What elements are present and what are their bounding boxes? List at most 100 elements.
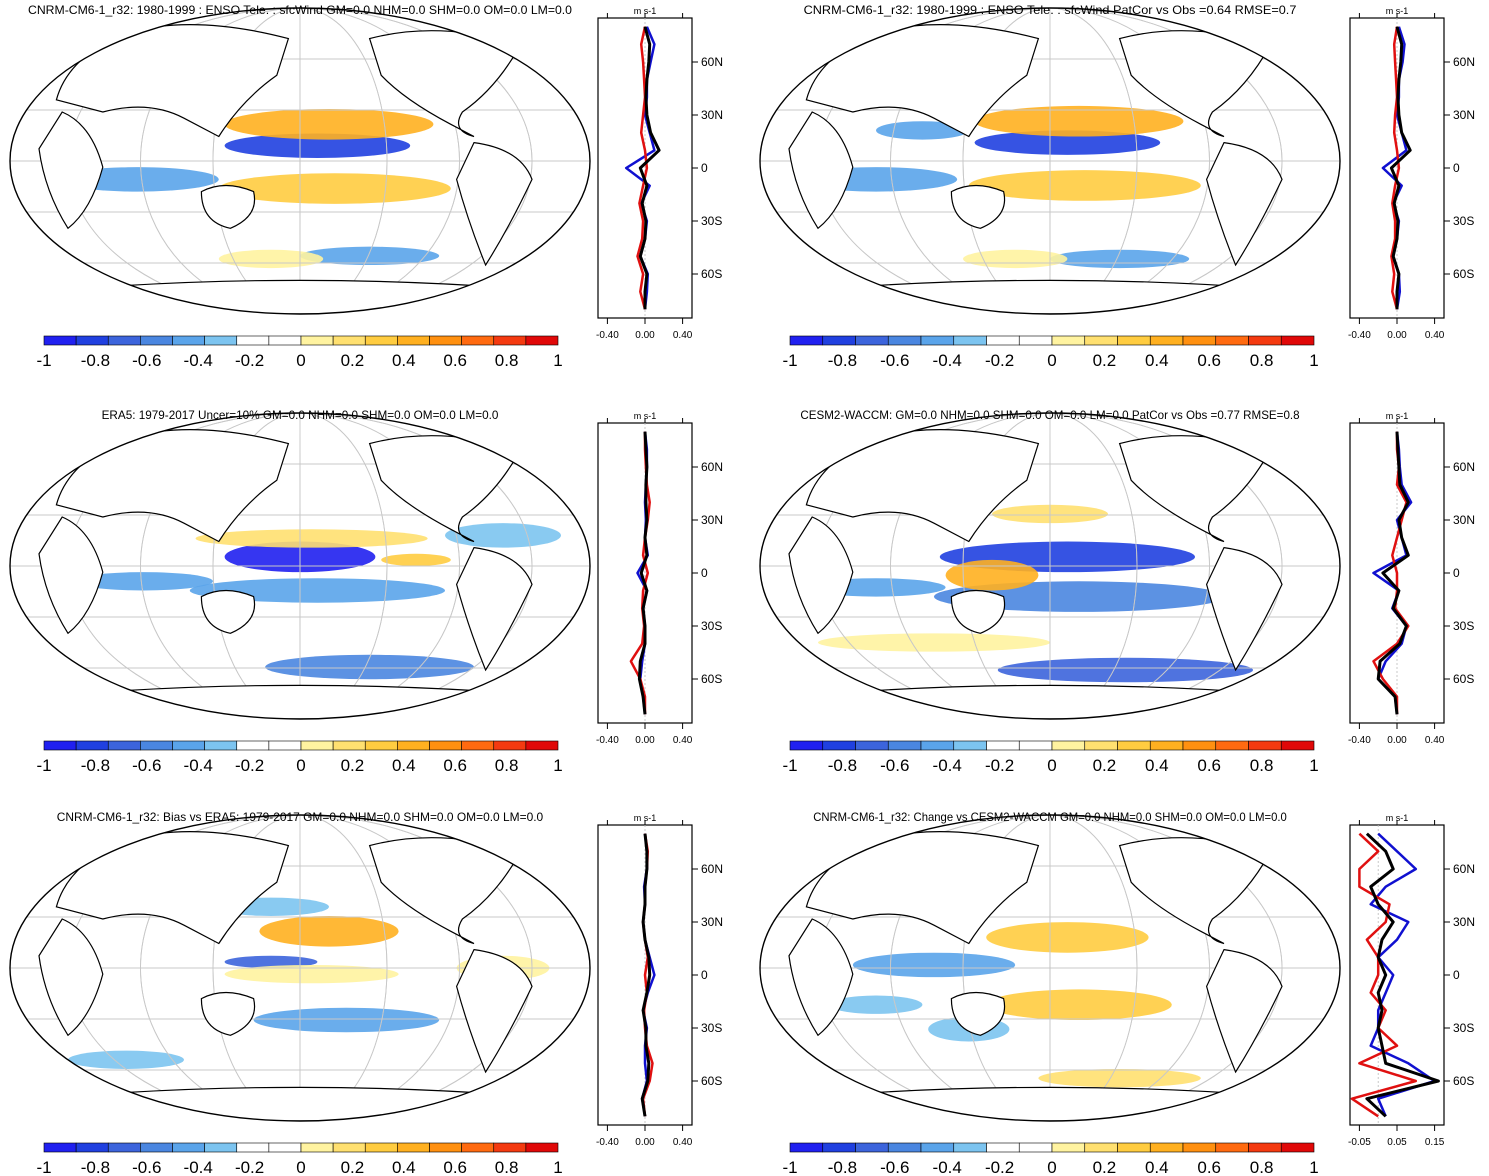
meridian-line (962, 815, 1138, 1121)
anomaly-region-4 (1038, 1068, 1201, 1088)
anomaly-region-5 (1050, 249, 1190, 269)
colorbar-swatch (43, 740, 77, 751)
lat-tick-label: 0 (701, 161, 708, 175)
colorbar-2: -1 -0.8 -0.6 -0.4 -0.2 0 0.2 0.4 0.6 0.8 1 (782, 335, 1319, 370)
colorbar-tick-label: 0.6 (1197, 756, 1221, 775)
colorbar-tick-label: 1 (553, 1158, 562, 1176)
profile-units: m s-1 (634, 6, 657, 16)
colorbar-tick-label: 0.2 (1093, 756, 1117, 775)
colorbar-tick-label: 0.8 (1250, 1158, 1274, 1176)
colorbar-swatch (920, 1142, 955, 1153)
continent-outline-3 (950, 991, 1006, 1036)
colorbar-tick-label: -0.6 (880, 1158, 909, 1176)
profile-x-tick-label: -0.40 (1348, 330, 1371, 341)
colorbar-swatch (107, 335, 141, 346)
profile-x-tick-label: 0.00 (635, 735, 655, 746)
colorbar-tick-label: 0.2 (341, 756, 365, 775)
colorbar-tick-label: -0.2 (235, 756, 264, 775)
zonal-profile-2: m s-1 60N 30N 0 30S 60S -0.40 0.00 0.40 (1348, 6, 1475, 341)
colorbar-tick-label: 1 (553, 756, 562, 775)
colorbar-swatch (1182, 335, 1217, 346)
colorbar-swatch (1280, 335, 1315, 346)
continent-outline-2 (38, 111, 104, 230)
colorbar-swatch (789, 740, 824, 751)
colorbar-swatch (300, 335, 334, 346)
profile-units: m s-1 (634, 411, 657, 421)
anomaly-region-4 (253, 1007, 440, 1033)
anomaly-region-2 (224, 955, 318, 968)
colorbar-tick-label: 0.4 (1145, 756, 1169, 775)
lat-tick-label: 0 (1453, 161, 1460, 175)
colorbar-swatch (236, 740, 270, 751)
panel-title: CNRM-CM6-1_r32: 1980-1999 : ENSO Tele. :… (804, 3, 1297, 17)
meridian-line (962, 8, 1138, 314)
colorbar-swatch (1149, 740, 1184, 751)
meridian-line (140, 8, 460, 314)
colorbar-swatch (107, 1142, 141, 1153)
anomaly-region-3 (968, 170, 1201, 201)
colorbar-tick-label: 0.4 (1145, 351, 1169, 370)
continent-outline-5 (455, 141, 533, 267)
colorbar-tick-label: -0.2 (235, 1158, 264, 1176)
colorbar-tick-label: 0.8 (1250, 756, 1274, 775)
colorbar-swatch (268, 335, 302, 346)
colorbar-tick-label: -0.8 (828, 756, 857, 775)
profile-x-tick-label: 0.40 (673, 330, 693, 341)
profile-line-multi (638, 26, 661, 310)
colorbar-tick-label: 0 (296, 1158, 305, 1176)
colorbar-tick-label: 0 (296, 756, 305, 775)
colorbar-swatch (397, 335, 430, 346)
colorbar-swatch (1051, 740, 1086, 751)
colorbar-tick-label: 0.6 (443, 351, 467, 370)
map-1 (10, 8, 590, 314)
profile-x-tick-label: 0.00 (635, 1137, 655, 1148)
colorbar-swatch (1149, 335, 1184, 346)
anomaly-region-2 (224, 108, 434, 140)
colorbar-swatch (1117, 740, 1151, 751)
colorbar-swatch (140, 1142, 173, 1153)
lat-tick-label: 30S (1453, 214, 1474, 228)
colorbar-swatch (1149, 1142, 1184, 1153)
lat-tick-label: 30N (701, 108, 723, 122)
anomaly-region-3 (997, 657, 1253, 683)
colorbar-swatch (986, 740, 1020, 751)
colorbar-swatch (236, 335, 270, 346)
continent-outline-6 (67, 1086, 533, 1121)
colorbar-tick-label: -0.6 (132, 1158, 161, 1176)
colorbar-swatch (822, 740, 856, 751)
continent-outline-6 (817, 684, 1283, 719)
map-border (759, 7, 1341, 315)
lat-tick-label: 0 (701, 566, 708, 580)
colorbar-swatch (525, 335, 559, 346)
zonal-profile-1: m s-1 60N 30N 0 30S 60S -0.40 0.00 0.40 (596, 6, 723, 341)
colorbar-swatch (332, 740, 366, 751)
panel-title: CNRM-CM6-1_r32: Change vs CESM2-WACCM GM… (813, 810, 1287, 824)
anomaly-region-6 (218, 249, 324, 269)
colorbar-tick-label: -0.4 (933, 351, 962, 370)
meridian-line (212, 815, 388, 1121)
panel-title: ERA5: 1979-2017 Uncer=10% GM=0.0 NHM=0.0… (102, 408, 499, 422)
continent-outline-6 (817, 1086, 1283, 1121)
panel-title: CNRM-CM6-1_r32: Bias vs ERA5: 1979-2017 … (57, 810, 544, 824)
profile-x-tick-label: -0.40 (596, 735, 619, 746)
colorbar-tick-label: 0 (1047, 756, 1056, 775)
colorbar-tick-label: -0.8 (81, 756, 110, 775)
panel-2: CNRM-CM6-1_r32: 1980-1999 : ENSO Tele. :… (759, 3, 1475, 370)
meridian-line (212, 8, 388, 314)
map-border (9, 412, 591, 720)
profile-line-multi (637, 431, 649, 715)
profile-x-tick-label: 0.40 (673, 1137, 693, 1148)
anomaly-region-4 (945, 559, 1039, 591)
colorbar-swatch (75, 740, 109, 751)
profile-x-tick-label: -0.40 (596, 1137, 619, 1148)
colorbar-tick-label: -1 (36, 1158, 51, 1176)
colorbar-swatch (789, 335, 824, 346)
colorbar-swatch (822, 335, 856, 346)
colorbar-swatch (236, 1142, 270, 1153)
continent-outline-3 (200, 589, 256, 634)
colorbar-swatch (1117, 335, 1151, 346)
colorbar-swatch (1280, 1142, 1315, 1153)
continent-outline-1 (55, 429, 290, 543)
colorbar-tick-label: -0.8 (828, 351, 857, 370)
